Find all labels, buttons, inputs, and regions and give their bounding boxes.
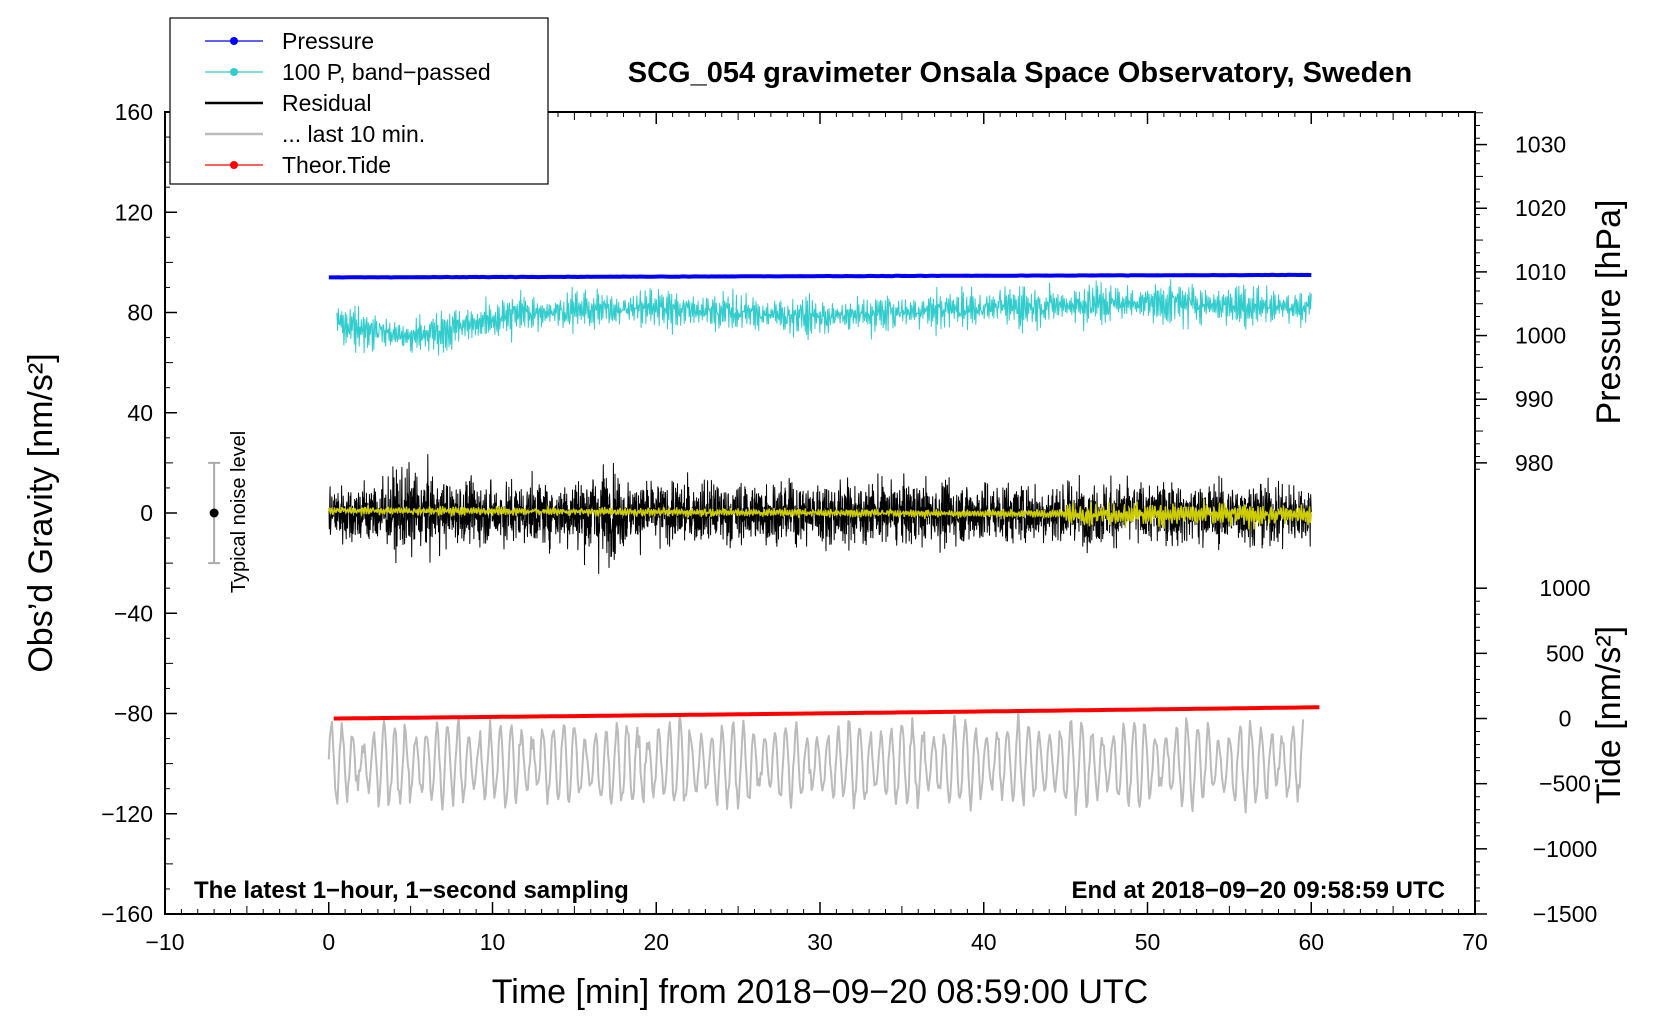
- noise-bar-center-dot: [209, 508, 219, 518]
- pressure-tick-label: 1010: [1515, 259, 1566, 285]
- tide-tick-label: 0: [1559, 706, 1572, 732]
- series-last-10-min-line: [327, 709, 1305, 817]
- y-axis-ticks: −160 −120 −80 −40 0 40 80 120 160: [101, 99, 177, 927]
- y-tick-label: −120: [101, 801, 153, 827]
- series-band-passed-pressure-line: [336, 279, 1312, 356]
- legend: Pressure 100 P, band−passed Residual ... la…: [169, 17, 549, 185]
- legend-swatch-marker: [230, 37, 238, 45]
- pressure-tick-label: 1000: [1515, 323, 1566, 349]
- y-tick-label: −80: [114, 701, 153, 727]
- legend-label: 100 P, band−passed: [282, 59, 491, 85]
- x-tick-label: 20: [643, 929, 669, 955]
- tide-tick-label: 500: [1546, 640, 1584, 666]
- tide-tick-label: −1500: [1533, 901, 1598, 927]
- noise-level-label: Typical noise level: [228, 431, 250, 593]
- y-axis-title-left: Obs’d Gravity [nm/s²]: [22, 353, 60, 672]
- pressure-axis-ticks: 980 990 1000 1010 1020 1030: [1475, 112, 1566, 476]
- x-tick-label: 10: [480, 929, 506, 955]
- x-axis-title: Time [min] from 2018−09−20 08:59:00 UTC: [492, 973, 1148, 1011]
- x-tick-label: −10: [145, 929, 184, 955]
- x-tick-label: 70: [1462, 929, 1488, 955]
- legend-box: [169, 17, 549, 185]
- y-tick-label: 80: [127, 300, 153, 326]
- tide-tick-label: 1000: [1539, 575, 1590, 601]
- annotation-end-time: End at 2018−09−20 09:58:59 UTC: [1071, 877, 1445, 904]
- x-tick-label: 30: [807, 929, 833, 955]
- chart-title: SCG_054 gravimeter Onsala Space Observat…: [628, 57, 1412, 89]
- legend-label: Residual: [282, 90, 372, 116]
- annotation-sampling: The latest 1−hour, 1−second sampling: [194, 877, 629, 904]
- y-tick-label: −40: [114, 600, 153, 626]
- y-tick-label: 160: [115, 99, 153, 125]
- series-residual-smoothed-line: [328, 498, 1313, 530]
- pressure-tick-label: 980: [1515, 450, 1553, 476]
- data-series: [327, 272, 1320, 817]
- y-tick-label: 0: [140, 500, 153, 526]
- x-tick-label: 40: [971, 929, 997, 955]
- x-axis-ticks: −10 0 10 20 30 40 50 60 70: [145, 112, 1488, 955]
- series-pressure-line: [328, 272, 1312, 280]
- tide-tick-label: −1000: [1533, 836, 1598, 862]
- x-tick-label: 50: [1135, 929, 1161, 955]
- noise-level-bar: [208, 461, 221, 565]
- y-tick-label: −160: [101, 901, 153, 927]
- pressure-tick-label: 990: [1515, 386, 1553, 412]
- legend-swatch-marker: [230, 68, 238, 76]
- legend-swatch-marker: [230, 161, 238, 169]
- legend-label: ... last 10 min.: [282, 121, 425, 147]
- y-axis-title-tide: Tide [nm/s²]: [1590, 626, 1628, 804]
- y-tick-label: 40: [127, 400, 153, 426]
- pressure-tick-label: 1020: [1515, 195, 1566, 221]
- legend-label: Pressure: [282, 28, 374, 54]
- pressure-tick-label: 1030: [1515, 132, 1566, 158]
- legend-label: Theor.Tide: [282, 152, 391, 178]
- x-tick-label: 0: [322, 929, 335, 955]
- series-theoretical-tide-line: [333, 705, 1320, 721]
- y-tick-label: 120: [115, 199, 153, 225]
- legend-entries: Pressure 100 P, band−passed Residual ... la…: [205, 28, 491, 178]
- y-axis-title-pressure: Pressure [hPa]: [1590, 200, 1628, 425]
- tide-axis-ticks: −1500 −1000 −500 0 500 1000: [1475, 575, 1597, 927]
- x-tick-label: 60: [1298, 929, 1324, 955]
- tide-tick-label: −500: [1539, 771, 1591, 797]
